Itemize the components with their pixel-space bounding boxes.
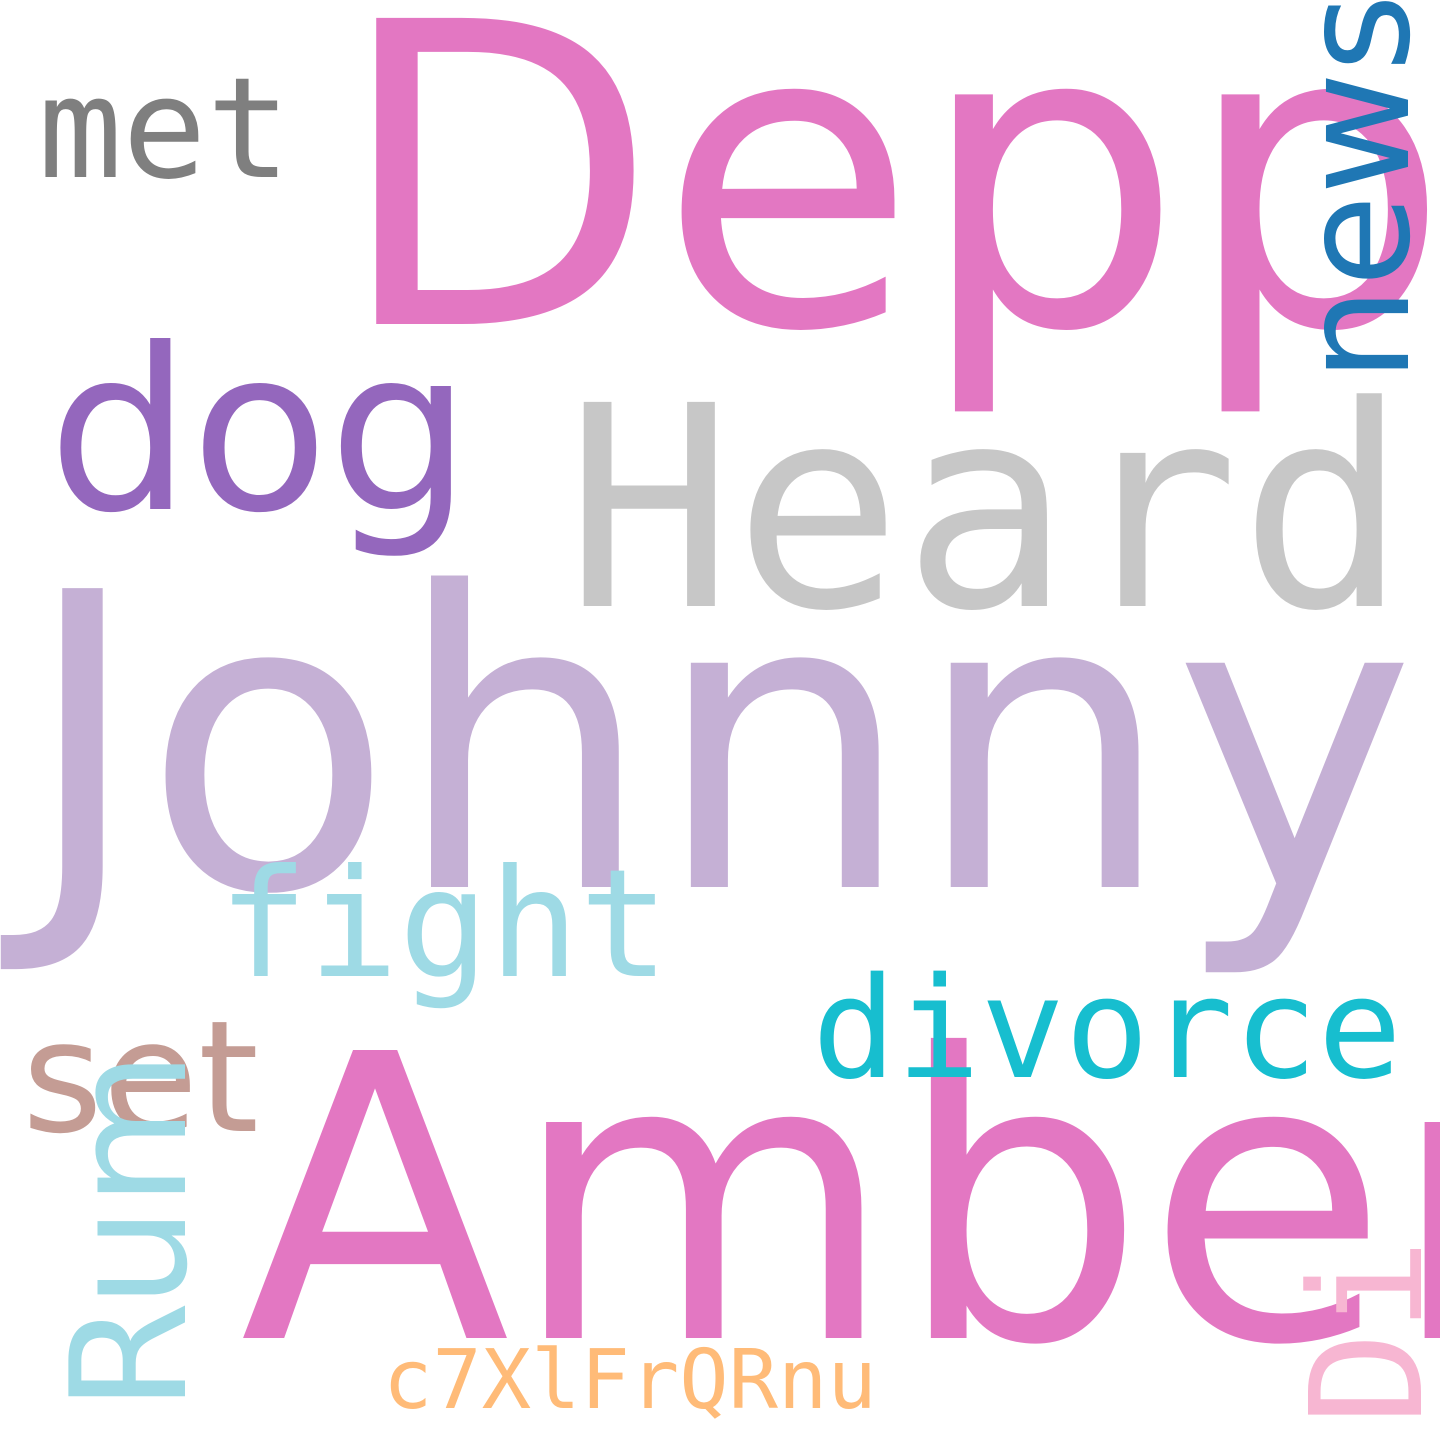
word-set: set xyxy=(22,987,259,1168)
word-depp: Depp xyxy=(335,0,1440,424)
word-amber: Amber xyxy=(240,972,1440,1432)
word-news: news xyxy=(1270,0,1440,382)
word-dog: dog xyxy=(48,301,472,563)
word-heard: Heard xyxy=(565,347,1408,673)
word-divorce: divorce xyxy=(812,948,1403,1111)
word-met: met xyxy=(38,48,291,211)
word-johnny: Johnny xyxy=(22,506,1416,984)
word-rum: Rum xyxy=(36,1050,223,1412)
word-fight: fight xyxy=(218,838,670,1012)
word-di: Di xyxy=(1277,1238,1440,1425)
word-code: c7XlFrQRnu xyxy=(383,1333,877,1428)
